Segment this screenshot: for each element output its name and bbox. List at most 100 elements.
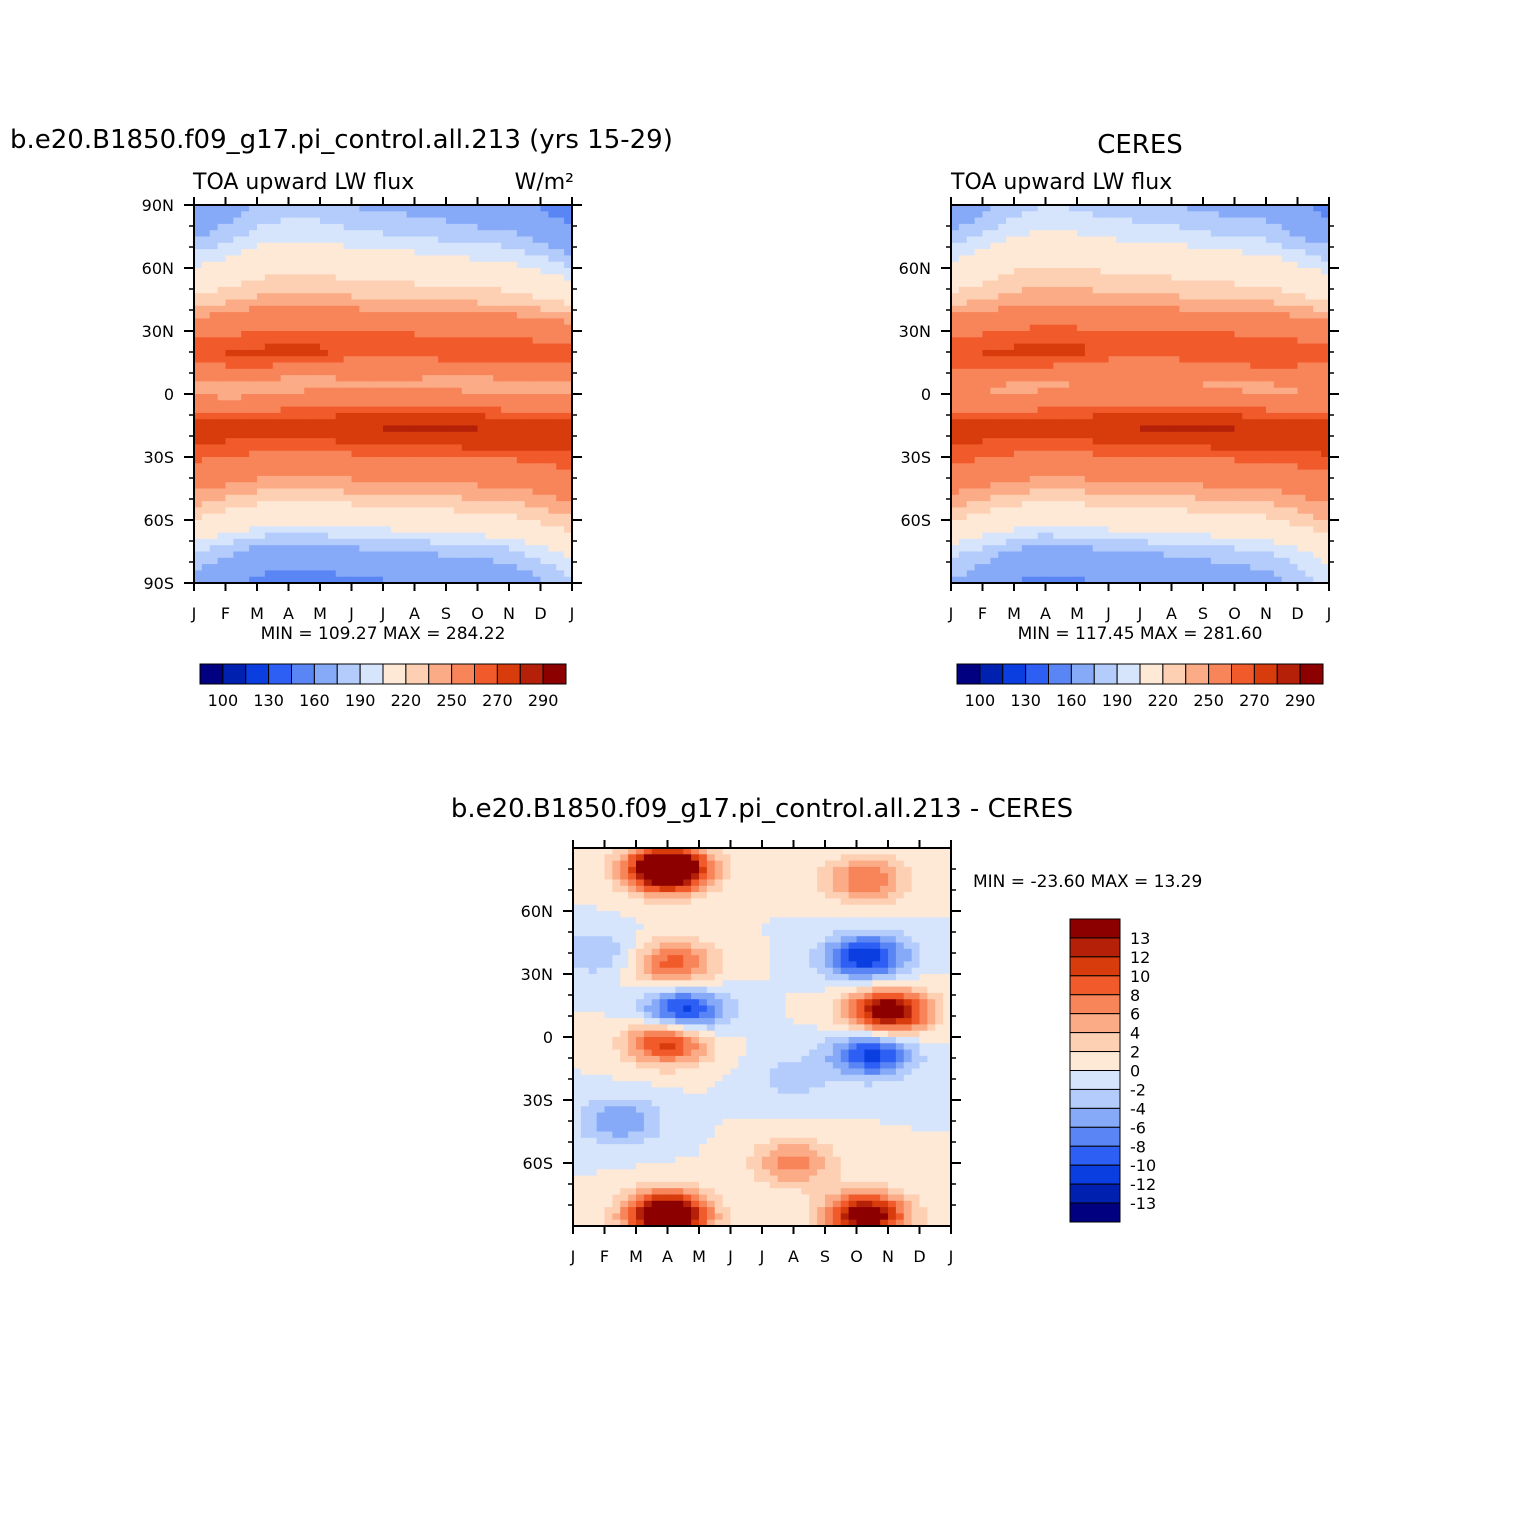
heatmap-cell bbox=[422, 343, 431, 351]
heatmap-cell bbox=[556, 299, 565, 307]
heatmap-cell bbox=[233, 463, 242, 471]
heatmap-cell bbox=[359, 488, 368, 496]
heatmap-cell bbox=[469, 457, 479, 464]
heatmap-cell bbox=[1006, 368, 1015, 376]
heatmap-cell bbox=[264, 362, 274, 370]
heatmap-cell bbox=[264, 368, 274, 376]
heatmap-cell bbox=[1195, 469, 1204, 477]
heatmap-cell bbox=[548, 236, 557, 244]
heatmap-cell bbox=[1187, 457, 1196, 464]
heatmap-cell bbox=[390, 501, 400, 508]
heatmap-cell bbox=[398, 362, 408, 370]
heatmap-cell bbox=[469, 261, 479, 269]
heatmap-cell bbox=[493, 400, 502, 408]
heatmap-cell bbox=[477, 312, 486, 319]
heatmap-cell bbox=[524, 576, 534, 584]
heatmap-cell bbox=[1179, 494, 1188, 502]
heatmap-cell bbox=[1179, 570, 1188, 578]
heatmap-cell bbox=[1069, 242, 1078, 250]
heatmap-cell bbox=[1014, 501, 1023, 508]
heatmap-cell bbox=[217, 457, 227, 464]
heatmap-cell bbox=[406, 469, 416, 477]
heatmap-cell bbox=[233, 236, 242, 244]
heatmap-cell bbox=[1203, 230, 1212, 238]
heatmap-cell bbox=[966, 576, 976, 584]
heatmap-cell bbox=[461, 482, 471, 490]
heatmap-cell bbox=[264, 324, 274, 332]
heatmap-cell bbox=[1147, 223, 1157, 231]
heatmap-cell bbox=[296, 450, 305, 458]
heatmap-cell bbox=[951, 406, 960, 414]
heatmap-cell bbox=[501, 520, 510, 527]
heatmap-cell bbox=[335, 545, 345, 553]
heatmap-cell bbox=[280, 450, 290, 458]
heatmap-cell bbox=[359, 249, 368, 256]
heatmap-cell bbox=[1187, 564, 1196, 571]
heatmap-cell bbox=[241, 400, 250, 408]
heatmap-cell bbox=[966, 463, 976, 471]
heatmap-cell bbox=[1155, 249, 1165, 256]
heatmap-cell bbox=[982, 526, 991, 534]
colorbar-box bbox=[474, 663, 498, 685]
heatmap-cell bbox=[1029, 557, 1039, 565]
heatmap-cell bbox=[209, 482, 219, 490]
heatmap-cell bbox=[194, 217, 203, 225]
heatmap-cell bbox=[272, 249, 282, 256]
heatmap-cell bbox=[540, 286, 549, 294]
heatmap-cell bbox=[288, 249, 297, 256]
heatmap-cell bbox=[1195, 551, 1204, 559]
heatmap-cell bbox=[461, 532, 471, 540]
heatmap-cell bbox=[1084, 312, 1094, 319]
heatmap-cell bbox=[233, 223, 242, 231]
heatmap-cell bbox=[398, 419, 408, 427]
heatmap-cell bbox=[351, 532, 360, 540]
heatmap-cell bbox=[982, 368, 991, 376]
heatmap-cell bbox=[1116, 368, 1125, 376]
heatmap-cell bbox=[406, 557, 416, 565]
heatmap-cell bbox=[1147, 557, 1157, 565]
heatmap-cell bbox=[359, 419, 368, 427]
heatmap-cell bbox=[241, 419, 250, 427]
heatmap-cell bbox=[312, 356, 321, 364]
heatmap-cell bbox=[1006, 557, 1015, 565]
heatmap-cell bbox=[1029, 205, 1039, 212]
heatmap-cell bbox=[564, 261, 573, 269]
heatmap-cell bbox=[217, 419, 227, 427]
heatmap-cell bbox=[1147, 356, 1157, 364]
heatmap-cell bbox=[446, 286, 455, 294]
heatmap-cell bbox=[422, 576, 431, 584]
heatmap-cell bbox=[1077, 223, 1086, 231]
heatmap-cell bbox=[951, 501, 960, 508]
heatmap-cell bbox=[1100, 425, 1110, 433]
heatmap-cell bbox=[1100, 217, 1110, 225]
heatmap-cell bbox=[493, 412, 502, 420]
heatmap-cell bbox=[351, 337, 360, 345]
heatmap-cell bbox=[966, 255, 976, 263]
heatmap-cell bbox=[359, 450, 368, 458]
heatmap-cell bbox=[1116, 375, 1125, 382]
heatmap-cell bbox=[477, 242, 486, 250]
heatmap-cell bbox=[414, 261, 423, 269]
heatmap-cell bbox=[1014, 324, 1023, 332]
heatmap-cell bbox=[1014, 230, 1023, 238]
heatmap-cell bbox=[1140, 205, 1149, 212]
heatmap-cell bbox=[564, 349, 573, 357]
heatmap-cell bbox=[1108, 293, 1117, 301]
heatmap-cell bbox=[548, 501, 557, 508]
heatmap-cell bbox=[540, 475, 549, 483]
heatmap-cell bbox=[477, 362, 486, 370]
heatmap-cell bbox=[1179, 551, 1188, 559]
heatmap-cell bbox=[493, 545, 502, 553]
heatmap-cell bbox=[280, 368, 290, 376]
heatmap-cell bbox=[438, 513, 447, 521]
heatmap-cell bbox=[359, 551, 368, 559]
heatmap-cell bbox=[1029, 223, 1039, 231]
heatmap-cell bbox=[1061, 475, 1070, 483]
heatmap-cell bbox=[209, 469, 219, 477]
heatmap-cell bbox=[1037, 217, 1047, 225]
heatmap-cell bbox=[1045, 249, 1054, 256]
heatmap-cell bbox=[1187, 532, 1196, 540]
heatmap-cell bbox=[375, 211, 384, 219]
heatmap-cell bbox=[280, 469, 290, 477]
heatmap-cell bbox=[225, 236, 234, 244]
